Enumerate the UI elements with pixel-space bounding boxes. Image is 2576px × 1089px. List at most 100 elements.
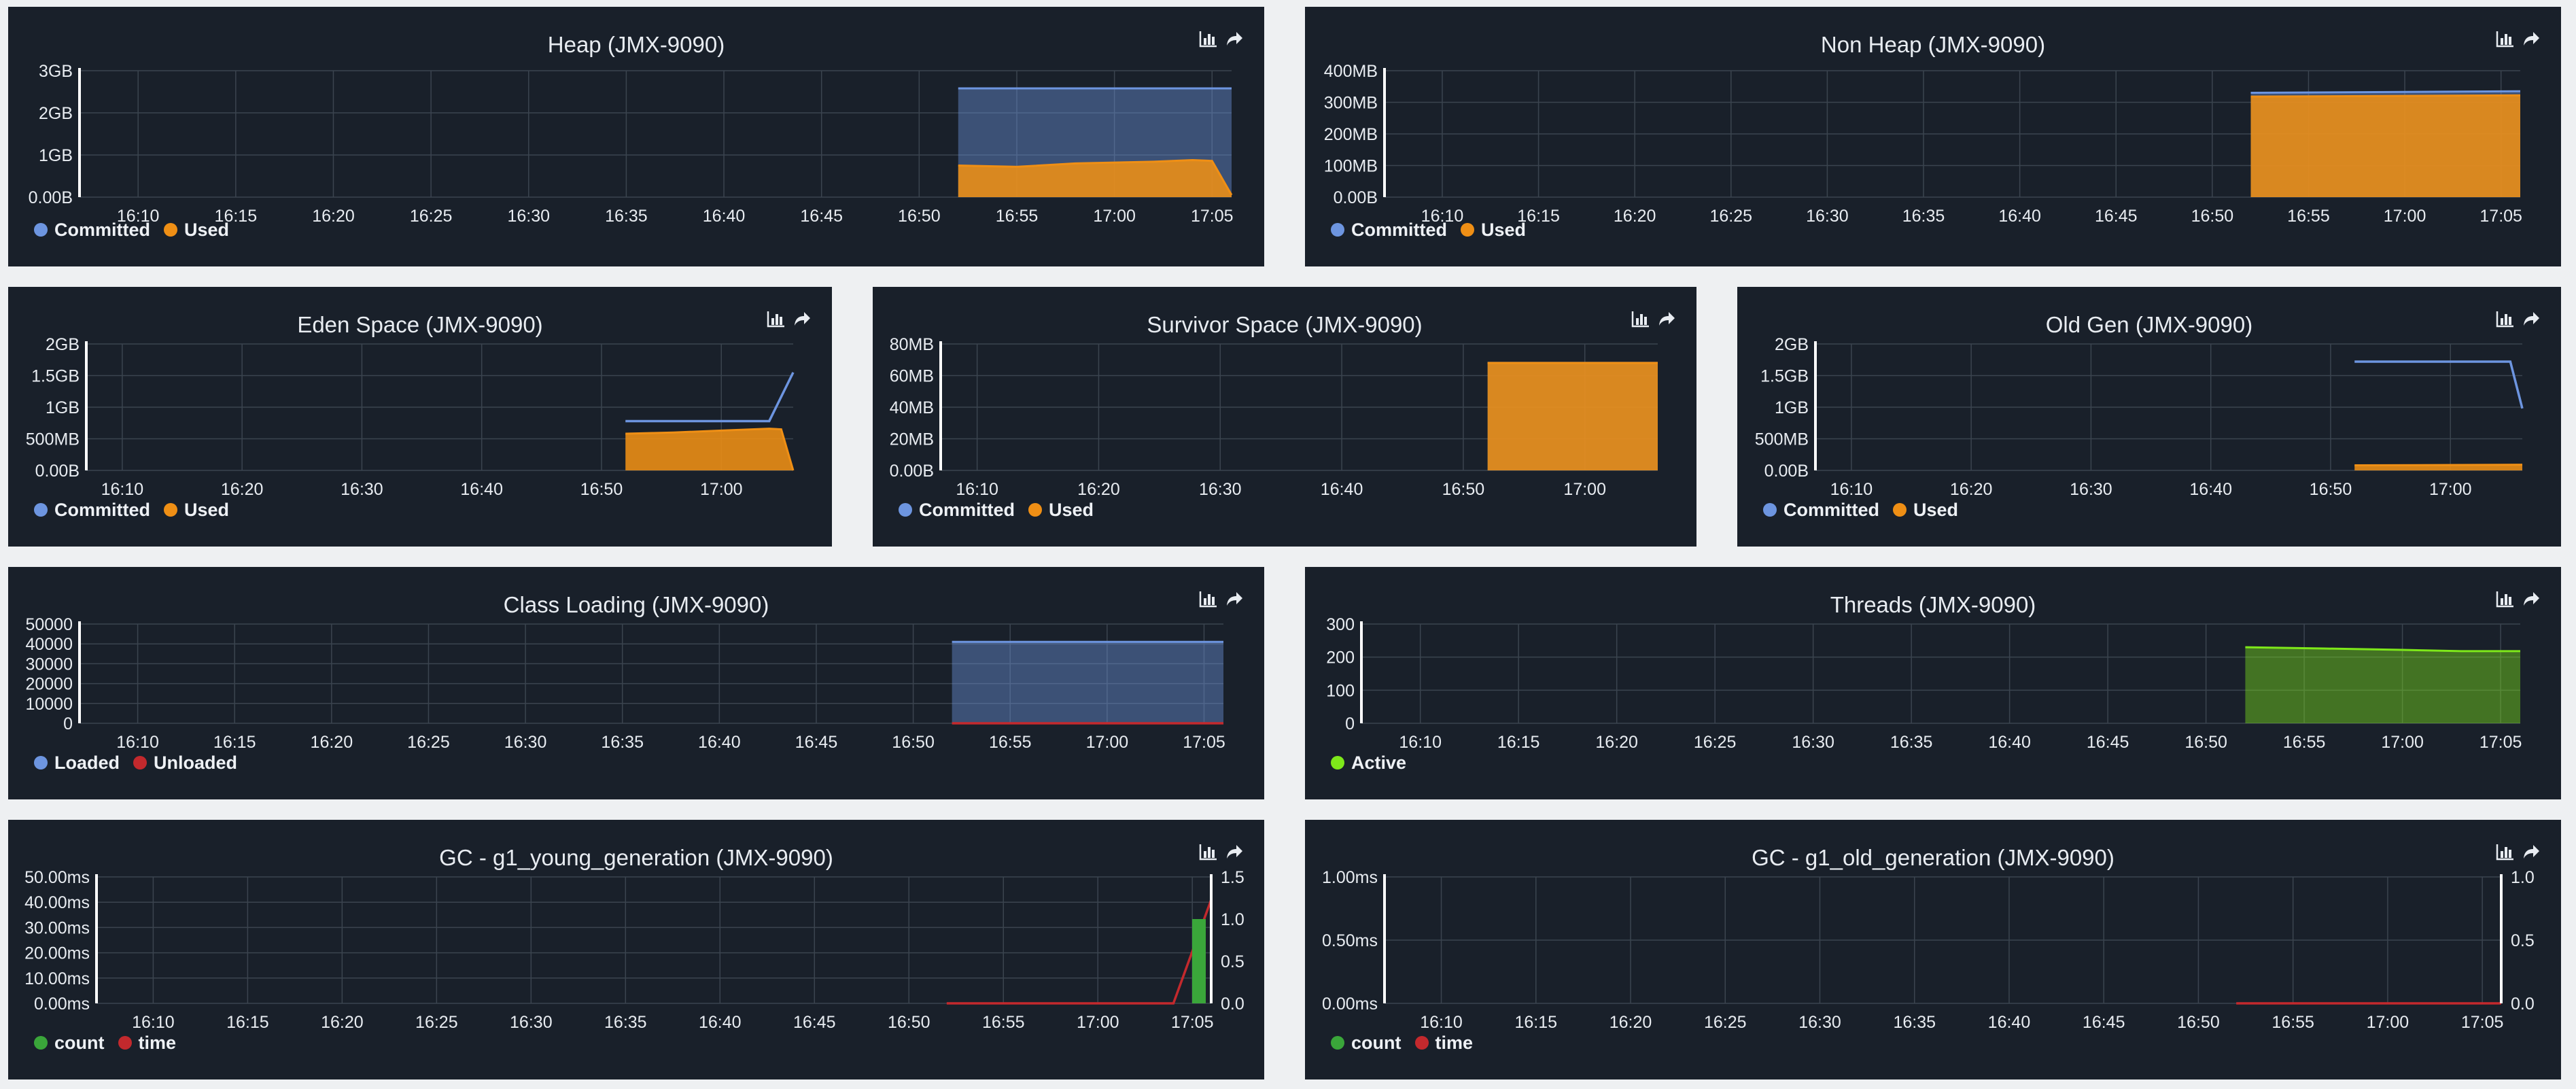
bar-chart-icon[interactable] [767,310,786,328]
x-tick-label: 16:20 [312,207,355,226]
x-tick-label: 16:55 [2287,207,2330,226]
x-tick-label: 17:00 [700,480,743,499]
bar-chart-icon[interactable] [1199,590,1218,608]
y-tick-label: 30000 [25,655,73,674]
legend-item-loaded[interactable]: Loaded [34,752,120,774]
legend-item-unloaded[interactable]: Unloaded [133,752,237,774]
panel-gc-g1-young-generation-jmx-9090: GC - g1_young_generation (JMX-9090) 0.00m… [8,820,1264,1079]
x-tick-label: 16:15 [215,207,258,226]
legend-label: Loaded [54,753,120,773]
legend-item-used[interactable]: Used [1893,499,1958,521]
legend-label: Committed [1783,500,1879,520]
x-tick-label: 16:45 [2087,733,2129,752]
legend-item-time[interactable]: time [118,1032,176,1054]
x-tick-label: 17:00 [1563,480,1606,499]
legend-item-used[interactable]: Used [1028,499,1094,521]
x-tick-label: 16:10 [1399,733,1442,752]
legend-label: Committed [919,500,1015,520]
chart: 0.00B 500MB 1GB 1.5GB 2GB 16:10 16:20 16:30 16:4… [26,335,795,499]
chart: 0.00B 100MB 200MB 300MB 400MB 16:10 16:15 16:20… [1324,62,2522,226]
x-tick-label: 16:10 [1830,480,1873,499]
legend-dot-icon [1461,223,1474,237]
legend-item-used[interactable]: Used [164,219,229,241]
x-tick-label: 17:00 [2384,207,2426,226]
legend-item-count[interactable]: count [34,1032,105,1054]
x-tick-label: 16:55 [2283,733,2326,752]
chart: 0 100 200 300 16:10 16:15 16:20 16:25 16:30 16:35… [1326,615,2522,752]
x-tick-label: 16:30 [1199,480,1242,499]
legend-item-count[interactable]: count [1331,1032,1402,1054]
x-tick-label: 17:05 [1171,1013,1214,1032]
legend-item-used[interactable]: Used [1461,219,1526,241]
series-used-line [625,428,795,471]
x-tick-label: 16:30 [507,207,550,226]
panel-actions [1199,843,1244,861]
bar-chart-icon[interactable] [2496,843,2515,861]
legend-item-time[interactable]: time [1414,1032,1473,1054]
legend-item-active[interactable]: Active [1331,752,1406,774]
share-icon[interactable] [2522,590,2541,608]
y-tick-label: 1GB [46,398,80,417]
x-tick-label: 16:15 [226,1013,269,1032]
bar-chart-icon[interactable] [2496,590,2515,608]
x-tick-label: 17:05 [2479,207,2522,226]
panel-title: GC - g1_old_generation (JMX-9090) [1752,845,2114,870]
share-icon[interactable] [793,310,812,328]
share-icon[interactable] [2522,843,2541,861]
legend-label: Active [1351,753,1407,773]
y-tick-label: 300 [1326,615,1355,634]
y-tick-label: 2GB [1775,335,1809,354]
legend-dot-icon [1028,503,1042,517]
x-tick-label: 16:50 [2177,1013,2220,1032]
legend-item-committed[interactable]: Committed [1763,499,1879,521]
x-tick-label: 16:45 [800,207,843,226]
x-tick-label: 16:10 [956,480,998,499]
legend-label: Committed [54,220,150,240]
x-tick-label: 16:15 [1514,1013,1557,1032]
bar-chart-icon[interactable] [1631,310,1650,328]
x-tick-label: 16:55 [989,733,1032,752]
legend-item-committed[interactable]: Committed [34,219,150,241]
legend-dot-icon [164,503,177,517]
panel-title: Heap (JMX-9090) [547,32,725,57]
x-tick-label: 17:00 [1086,733,1129,752]
x-tick-label: 16:25 [1710,207,1753,226]
panel-class-loading-jmx-9090: Class Loading (JMX-9090) 0 10000 20000 30000… [8,567,1264,799]
x-tick-label: 16:50 [888,1013,930,1032]
y2-tick-label: 0.0 [1221,995,1245,1014]
share-icon[interactable] [1225,590,1244,608]
share-icon[interactable] [2522,310,2541,328]
bar-chart-icon[interactable] [1199,30,1218,48]
x-tick-label: 17:00 [2367,1013,2409,1032]
y-tick-label: 2GB [39,104,73,123]
x-tick-label: 16:15 [1497,733,1540,752]
x-tick-label: 16:20 [1595,733,1638,752]
x-tick-label: 16:20 [1609,1013,1652,1032]
share-icon[interactable] [1657,310,1676,328]
share-icon[interactable] [2522,30,2541,48]
x-tick-label: 16:50 [892,733,935,752]
legend-item-committed[interactable]: Committed [1331,219,1447,241]
y-tick-label: 0.00B [35,462,80,481]
legend-dot-icon [34,1036,48,1050]
share-icon[interactable] [1225,30,1244,48]
bar-chart-icon[interactable] [1199,843,1218,861]
panel-actions [1199,30,1244,48]
x-tick-label: 16:10 [117,207,160,226]
y-tick-label: 50.00ms [24,868,90,887]
bar-chart-icon[interactable] [2496,310,2515,328]
bar-chart-icon[interactable] [2496,30,2515,48]
share-icon[interactable] [1225,843,1244,861]
legend-dot-icon [133,756,147,770]
legend-item-committed[interactable]: Committed [899,499,1015,521]
legend-dot-icon [1331,1036,1344,1050]
x-tick-label: 16:50 [2185,733,2227,752]
legend: Committed Used [899,499,1107,521]
x-tick-label: 17:00 [2429,480,2472,499]
y-tick-label: 10.00ms [24,969,90,988]
legend-item-committed[interactable]: Committed [34,499,150,521]
legend-item-used[interactable]: Used [164,499,229,521]
x-tick-label: 16:25 [415,1013,458,1032]
y2-tick-label: 0.0 [2511,995,2535,1014]
legend-dot-icon [1763,503,1777,517]
